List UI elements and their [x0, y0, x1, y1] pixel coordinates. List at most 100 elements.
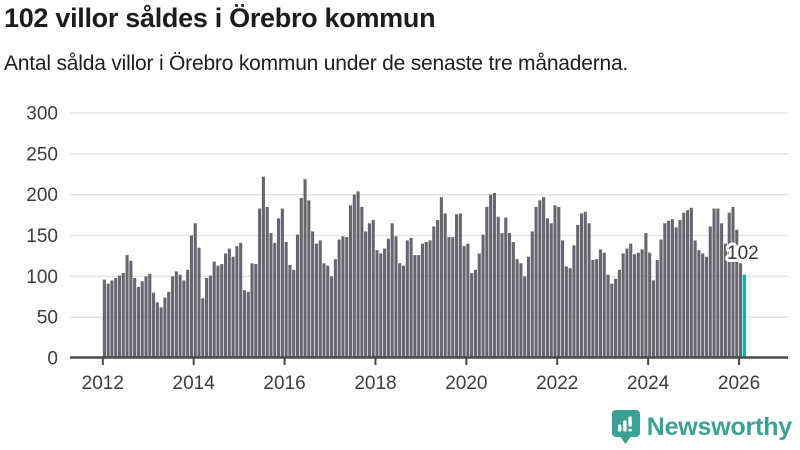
- x-tick-label: 2018: [354, 373, 396, 394]
- bar: [114, 277, 118, 358]
- bar: [500, 233, 504, 358]
- bar: [299, 197, 303, 358]
- bar: [136, 286, 140, 358]
- bar: [277, 218, 281, 358]
- bar: [428, 240, 432, 358]
- bar: [485, 206, 489, 358]
- bar: [678, 219, 682, 358]
- bar: [201, 298, 205, 358]
- bar: [367, 223, 371, 358]
- bar: [663, 223, 667, 358]
- bar: [345, 237, 349, 358]
- bar: [223, 253, 228, 358]
- bar: [152, 292, 156, 358]
- chart-header: 102 villor såldes i Örebro kommun Antal …: [4, 2, 784, 76]
- bar: [682, 212, 686, 358]
- bar: [417, 255, 421, 358]
- bar: [409, 237, 413, 358]
- bar: [670, 219, 674, 358]
- bar: [739, 263, 743, 358]
- bar: [307, 200, 311, 358]
- bar: [606, 274, 610, 358]
- bar: [704, 256, 709, 358]
- bar: [576, 224, 580, 358]
- bar: [727, 212, 731, 358]
- bar: [189, 235, 193, 358]
- bar: [348, 205, 353, 358]
- bar: [133, 277, 137, 358]
- bar: [265, 206, 269, 358]
- bar: [167, 291, 171, 358]
- bar: [454, 214, 459, 358]
- bar: [182, 280, 186, 358]
- bar: [432, 226, 436, 358]
- bar: [595, 259, 599, 358]
- bar: [644, 233, 648, 358]
- bar: [511, 242, 515, 358]
- bar: [371, 219, 375, 358]
- bar: [159, 307, 163, 358]
- bar: [193, 223, 197, 358]
- bar: [280, 208, 284, 358]
- bar: [125, 255, 129, 358]
- bar: [420, 243, 425, 358]
- bar: [602, 252, 606, 358]
- bar: [341, 236, 345, 358]
- bar: [333, 259, 337, 358]
- bar: [640, 249, 644, 358]
- bar: [473, 269, 478, 358]
- bar: [360, 206, 364, 358]
- bar: [110, 280, 114, 358]
- bar: [311, 231, 315, 358]
- bar: [250, 263, 254, 358]
- bar: [481, 234, 485, 358]
- bar: [462, 246, 466, 358]
- y-tick-label: 150: [26, 226, 58, 247]
- bar: [318, 240, 322, 358]
- bar: [235, 246, 239, 358]
- bar: [496, 216, 500, 358]
- bar: [326, 265, 330, 358]
- bar: [443, 213, 447, 358]
- bar: [261, 176, 265, 358]
- bar: [401, 265, 406, 358]
- bar: [413, 255, 417, 358]
- chart-subtitle: Antal sålda villor i Örebro kommun under…: [4, 51, 629, 75]
- bar: [227, 248, 231, 358]
- bar: [568, 268, 572, 358]
- bar: [242, 290, 247, 358]
- bar: [379, 253, 383, 358]
- bar: [254, 264, 258, 358]
- bar: [504, 217, 508, 358]
- x-axis: [70, 356, 788, 365]
- bar: [330, 276, 334, 358]
- y-tick-label: 0: [47, 349, 58, 370]
- x-tick-label: 2016: [263, 373, 305, 394]
- bar: [121, 273, 125, 358]
- bar: [470, 273, 474, 358]
- bar: [651, 280, 656, 358]
- newsworthy-icon: [611, 410, 640, 444]
- bar: [383, 248, 387, 358]
- bar: [186, 269, 190, 358]
- bar: [712, 208, 716, 358]
- bar: [288, 264, 292, 358]
- bar: [458, 213, 462, 358]
- bar: [689, 207, 693, 358]
- bar: [239, 242, 243, 358]
- bar: [489, 194, 493, 358]
- bar: [629, 243, 633, 358]
- bar: [545, 218, 549, 358]
- y-axis-labels: 0 50 100 150 200 250 300: [26, 104, 58, 370]
- bar: [405, 240, 409, 358]
- bar: [394, 236, 398, 358]
- highlighted-bar: [742, 274, 746, 358]
- bar: [708, 226, 712, 358]
- newsworthy-logo[interactable]: Newsworthy: [611, 410, 792, 444]
- bar: [731, 206, 735, 358]
- bar: [557, 206, 561, 358]
- bar: [492, 193, 496, 358]
- bar: [269, 233, 273, 358]
- bar: [174, 271, 178, 358]
- y-tick-label: 100: [26, 267, 58, 288]
